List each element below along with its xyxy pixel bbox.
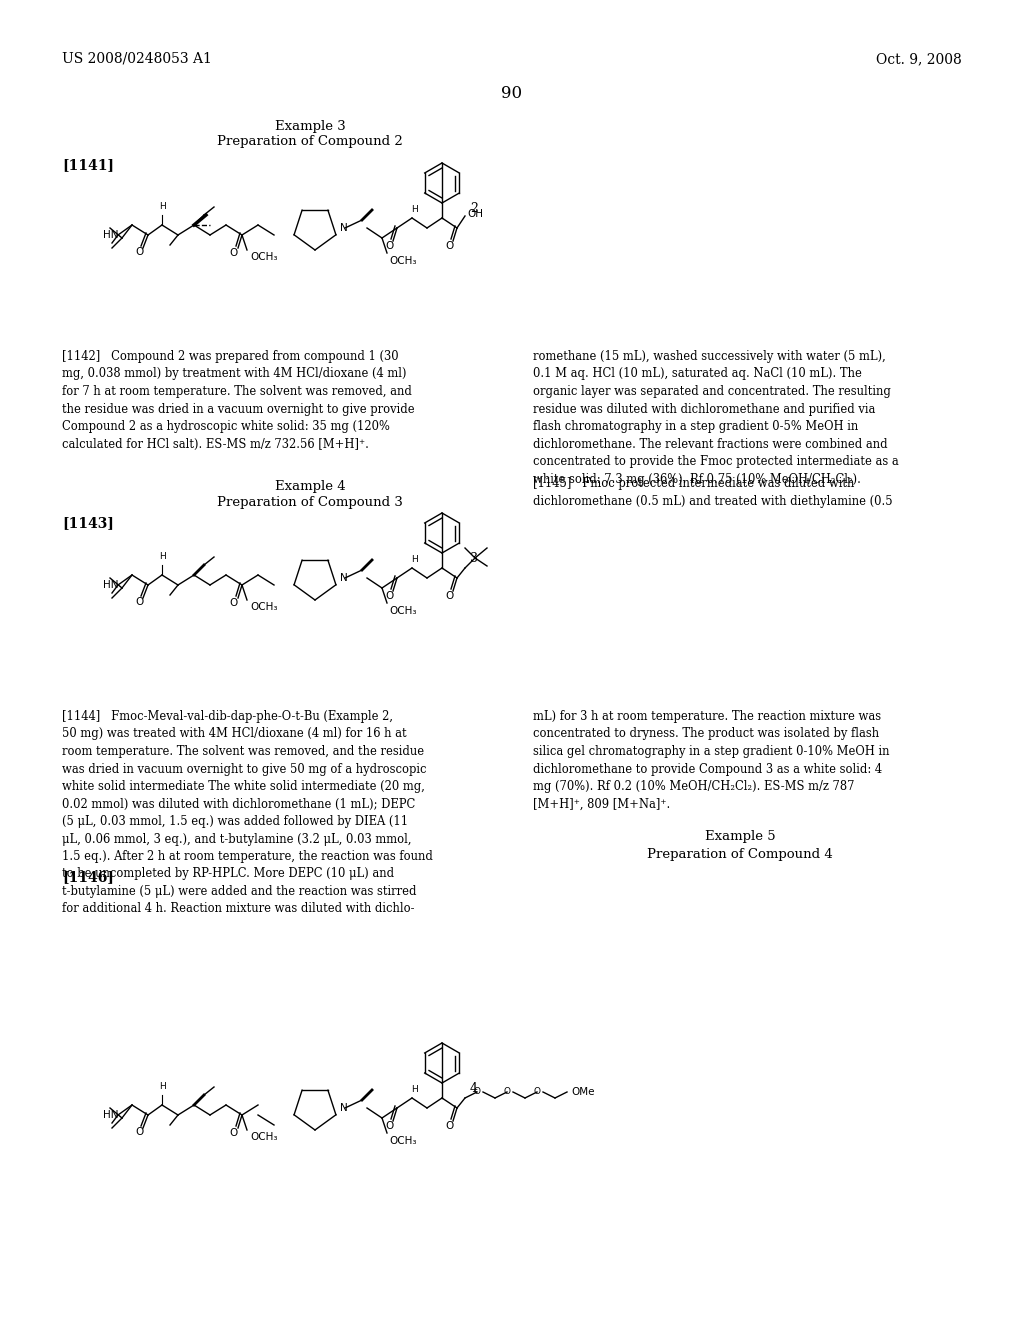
Text: OCH₃: OCH₃ [250, 602, 278, 612]
Text: Preparation of Compound 3: Preparation of Compound 3 [217, 496, 402, 510]
Text: H: H [412, 206, 419, 214]
Text: OMe: OMe [571, 1086, 595, 1097]
Text: O: O [136, 597, 144, 607]
Text: N: N [340, 223, 348, 234]
Text: O: O [229, 248, 239, 257]
Text: O: O [385, 242, 393, 251]
Text: OCH₃: OCH₃ [389, 256, 417, 267]
Text: HN: HN [102, 230, 118, 240]
Text: 90: 90 [502, 84, 522, 102]
Text: OH: OH [467, 209, 483, 219]
Text: O: O [504, 1088, 511, 1097]
Text: HN: HN [102, 579, 118, 590]
Text: O: O [229, 1129, 239, 1138]
Text: OCH₃: OCH₃ [389, 1137, 417, 1146]
Text: O: O [534, 1088, 541, 1097]
Text: Preparation of Compound 4: Preparation of Compound 4 [647, 847, 833, 861]
Text: O: O [444, 591, 454, 601]
Text: O: O [444, 242, 454, 251]
Text: O: O [136, 1127, 144, 1137]
Text: O: O [136, 247, 144, 257]
Text: [1145]   Fmoc protected intermediate was diluted with
dichloromethane (0.5 mL) a: [1145] Fmoc protected intermediate was d… [534, 477, 893, 507]
Text: O: O [229, 598, 239, 609]
Text: H: H [412, 556, 419, 565]
Text: Example 4: Example 4 [274, 480, 345, 492]
Text: O: O [444, 1121, 454, 1131]
Text: 3: 3 [470, 552, 478, 565]
Text: H: H [160, 552, 166, 561]
Text: H: H [412, 1085, 419, 1094]
Text: O: O [385, 591, 393, 601]
Text: Example 3: Example 3 [274, 120, 345, 133]
Text: OCH₃: OCH₃ [250, 252, 278, 261]
Text: Preparation of Compound 2: Preparation of Compound 2 [217, 135, 402, 148]
Text: [1146]: [1146] [62, 870, 114, 884]
Text: OCH₃: OCH₃ [389, 606, 417, 616]
Text: H: H [160, 1082, 166, 1092]
Text: H: H [160, 202, 166, 211]
Text: OCH₃: OCH₃ [250, 1133, 278, 1142]
Text: mL) for 3 h at room temperature. The reaction mixture was
concentrated to drynes: mL) for 3 h at room temperature. The rea… [534, 710, 890, 810]
Text: [1144]   Fmoc-Meval-val-dib-dap-phe-O-t-Bu (Example 2,
50 mg) was treated with 4: [1144] Fmoc-Meval-val-dib-dap-phe-O-t-Bu… [62, 710, 433, 916]
Text: romethane (15 mL), washed successively with water (5 mL),
0.1 M aq. HCl (10 mL),: romethane (15 mL), washed successively w… [534, 350, 899, 486]
Text: HN: HN [102, 1110, 118, 1119]
Text: N: N [340, 1104, 348, 1113]
Text: [1143]: [1143] [62, 516, 114, 531]
Text: [1142]   Compound 2 was prepared from compound 1 (30
mg, 0.038 mmol) by treatmen: [1142] Compound 2 was prepared from comp… [62, 350, 415, 450]
Text: 4: 4 [470, 1081, 478, 1094]
Text: N: N [340, 573, 348, 583]
Text: O: O [473, 1088, 480, 1097]
Text: O: O [385, 1121, 393, 1131]
Text: US 2008/0248053 A1: US 2008/0248053 A1 [62, 51, 212, 66]
Text: Oct. 9, 2008: Oct. 9, 2008 [877, 51, 962, 66]
Text: Example 5: Example 5 [705, 830, 775, 843]
Text: [1141]: [1141] [62, 158, 114, 172]
Text: 2: 2 [470, 202, 478, 214]
